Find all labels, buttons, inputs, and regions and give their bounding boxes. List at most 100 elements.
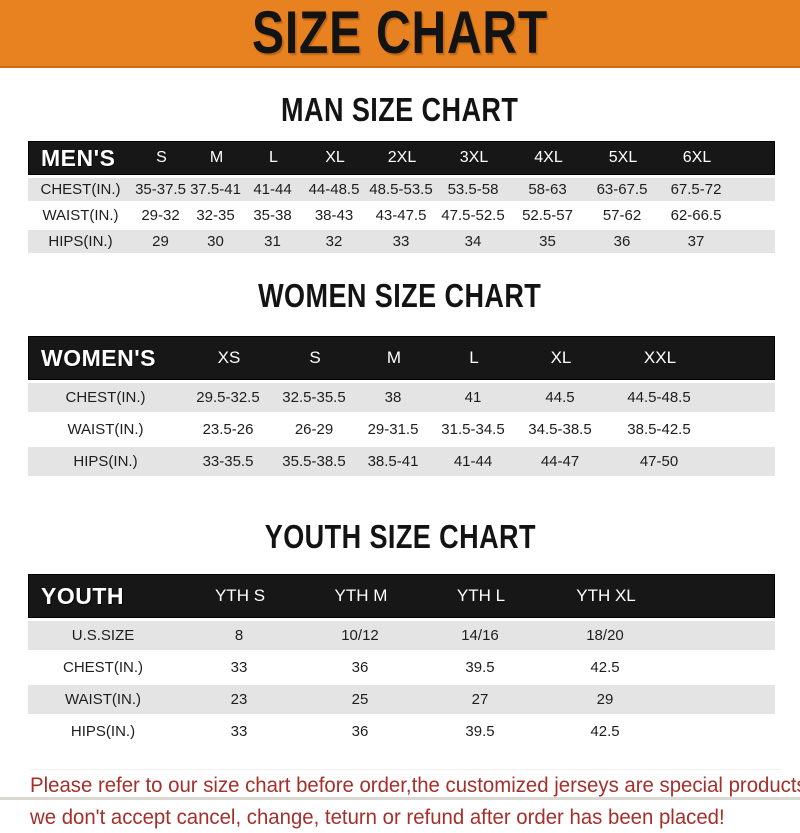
row-label: CHEST(IN.)	[28, 389, 183, 406]
cell: 35.5-38.5	[273, 453, 355, 470]
cell: 31	[243, 233, 302, 250]
banner-title: SIZE CHART	[252, 0, 548, 67]
cell: 29	[133, 233, 188, 250]
cell: 38	[355, 389, 431, 406]
cell: 36	[300, 723, 420, 740]
men-chest-row: CHEST(IN.) 35-37.5 37.5-41 41-44 44-48.5…	[28, 178, 775, 201]
men-table-label: MEN'S	[29, 145, 134, 172]
cell: 30	[188, 233, 243, 250]
cell: 47.5-52.5	[436, 207, 510, 224]
cell: 25	[300, 691, 420, 708]
cell: 32.5-35.5	[273, 389, 355, 406]
row-label: WAIST(IN.)	[28, 207, 133, 224]
cell: 42.5	[540, 723, 670, 740]
cell: 34	[436, 233, 510, 250]
youth-ussize-row: U.S.SIZE 8 10/12 14/16 18/20	[28, 621, 775, 650]
cell: 63-67.5	[585, 181, 659, 198]
cell: 42.5	[540, 659, 670, 676]
cell: 41-44	[431, 453, 515, 470]
cell: 44.5	[515, 389, 605, 406]
cell: 38-43	[302, 207, 366, 224]
youth-size-col-xl: YTH XL	[541, 586, 671, 606]
youth-table-label: YOUTH	[29, 583, 179, 610]
men-section-title: MAN SIZE CHART	[0, 93, 800, 126]
cell: 14/16	[420, 627, 540, 644]
men-size-table: MEN'S S M L XL 2XL 3XL 4XL 5XL 6XL CHEST…	[28, 141, 775, 253]
cell: 39.5	[420, 659, 540, 676]
cell: 44-47	[515, 453, 605, 470]
women-size-table: WOMEN'S XS S M L XL XXL CHEST(IN.) 29.5-…	[28, 336, 775, 476]
cell: 44.5-48.5	[605, 389, 713, 406]
cell: 23	[178, 691, 300, 708]
row-label: CHEST(IN.)	[28, 181, 133, 198]
women-table-header-row: WOMEN'S XS S M L XL XXL	[28, 336, 775, 380]
row-label: HIPS(IN.)	[28, 723, 178, 740]
women-size-col-s: S	[274, 348, 356, 368]
cell: 47-50	[605, 453, 713, 470]
disclaimer-line-2: we don't accept cancel, change, teturn o…	[30, 802, 758, 833]
row-label: WAIST(IN.)	[28, 421, 183, 438]
cell: 39.5	[420, 723, 540, 740]
men-size-col-m: M	[189, 149, 244, 167]
cell: 34.5-38.5	[515, 421, 605, 438]
cell: 29-32	[133, 207, 188, 224]
men-section-title-text: MAN SIZE CHART	[281, 93, 518, 126]
cell: 32	[302, 233, 366, 250]
cell: 35-37.5	[133, 181, 188, 198]
cell: 41-44	[243, 181, 302, 198]
size-chart-banner: SIZE CHART	[0, 0, 800, 68]
men-table-header-row: MEN'S S M L XL 2XL 3XL 4XL 5XL 6XL	[28, 141, 775, 175]
cell: 33-35.5	[183, 453, 273, 470]
cell: 33	[366, 233, 436, 250]
youth-waist-row: WAIST(IN.) 23 25 27 29	[28, 685, 775, 714]
women-size-col-xxl: XXL	[606, 348, 714, 368]
women-chest-row: CHEST(IN.) 29.5-32.5 32.5-35.5 38 41 44.…	[28, 383, 775, 412]
men-size-col-5xl: 5XL	[586, 149, 660, 167]
cell: 33	[178, 723, 300, 740]
women-size-col-l: L	[432, 348, 516, 368]
cell: 32-35	[188, 207, 243, 224]
cell: 31.5-34.5	[431, 421, 515, 438]
cell: 33	[178, 659, 300, 676]
cell: 48.5-53.5	[366, 181, 436, 198]
cell: 29	[540, 691, 670, 708]
cell: 67.5-72	[659, 181, 733, 198]
cell: 43-47.5	[366, 207, 436, 224]
men-hips-row: HIPS(IN.) 29 30 31 32 33 34 35 36 37	[28, 230, 775, 253]
row-label: U.S.SIZE	[28, 627, 178, 644]
cell: 52.5-57	[510, 207, 585, 224]
men-size-col-2xl: 2XL	[367, 149, 437, 167]
women-size-col-m: M	[356, 348, 432, 368]
women-section-title-text: WOMEN SIZE CHART	[258, 279, 541, 312]
women-hips-row: HIPS(IN.) 33-35.5 35.5-38.5 38.5-41 41-4…	[28, 447, 775, 476]
cell: 8	[178, 627, 300, 644]
cell: 53.5-58	[436, 181, 510, 198]
men-size-col-3xl: 3XL	[437, 149, 511, 167]
cell: 37	[659, 233, 733, 250]
youth-size-table: YOUTH YTH S YTH M YTH L YTH XL U.S.SIZE …	[28, 574, 775, 746]
cell: 44-48.5	[302, 181, 366, 198]
row-label: HIPS(IN.)	[28, 233, 133, 250]
men-size-col-6xl: 6XL	[660, 149, 734, 167]
cell: 38.5-41	[355, 453, 431, 470]
cell: 10/12	[300, 627, 420, 644]
cell: 35-38	[243, 207, 302, 224]
women-size-col-xs: XS	[184, 348, 274, 368]
cell: 57-62	[585, 207, 659, 224]
cell: 62-66.5	[659, 207, 733, 224]
men-size-col-l: L	[244, 149, 303, 167]
cell: 26-29	[273, 421, 355, 438]
youth-section-title-text: YOUTH SIZE CHART	[264, 520, 535, 553]
cell: 36	[585, 233, 659, 250]
women-waist-row: WAIST(IN.) 23.5-26 26-29 29-31.5 31.5-34…	[28, 415, 775, 444]
cell: 58-63	[510, 181, 585, 198]
cell: 38.5-42.5	[605, 421, 713, 438]
row-label: CHEST(IN.)	[28, 659, 178, 676]
disclaimer-note: Please refer to our size chart before or…	[30, 769, 780, 833]
men-waist-row: WAIST(IN.) 29-32 32-35 35-38 38-43 43-47…	[28, 204, 775, 227]
cell: 41	[431, 389, 515, 406]
youth-size-col-l: YTH L	[421, 586, 541, 606]
men-size-col-4xl: 4XL	[511, 149, 586, 167]
row-label: HIPS(IN.)	[28, 453, 183, 470]
women-size-col-xl: XL	[516, 348, 606, 368]
